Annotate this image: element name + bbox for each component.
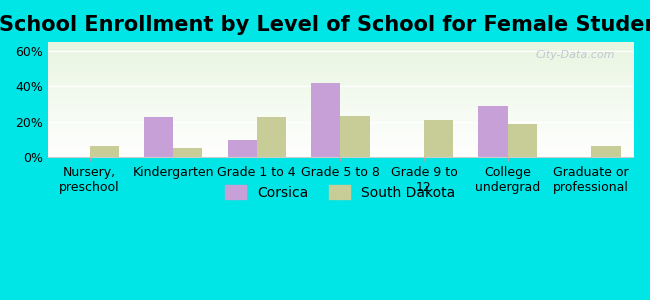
Legend: Corsica, South Dakota: Corsica, South Dakota	[220, 179, 461, 205]
Bar	[424, 120, 453, 157]
Bar	[227, 140, 257, 157]
Bar	[311, 83, 341, 157]
Bar	[341, 116, 370, 157]
Title: School Enrollment by Level of School for Female Students: School Enrollment by Level of School for…	[0, 15, 650, 35]
Bar	[508, 124, 537, 157]
Bar	[257, 117, 286, 157]
Bar	[144, 117, 173, 157]
Text: City-Data.com: City-Data.com	[536, 50, 616, 60]
Bar	[478, 106, 508, 157]
Bar	[592, 146, 621, 157]
Bar	[90, 146, 119, 157]
Bar	[173, 148, 202, 157]
